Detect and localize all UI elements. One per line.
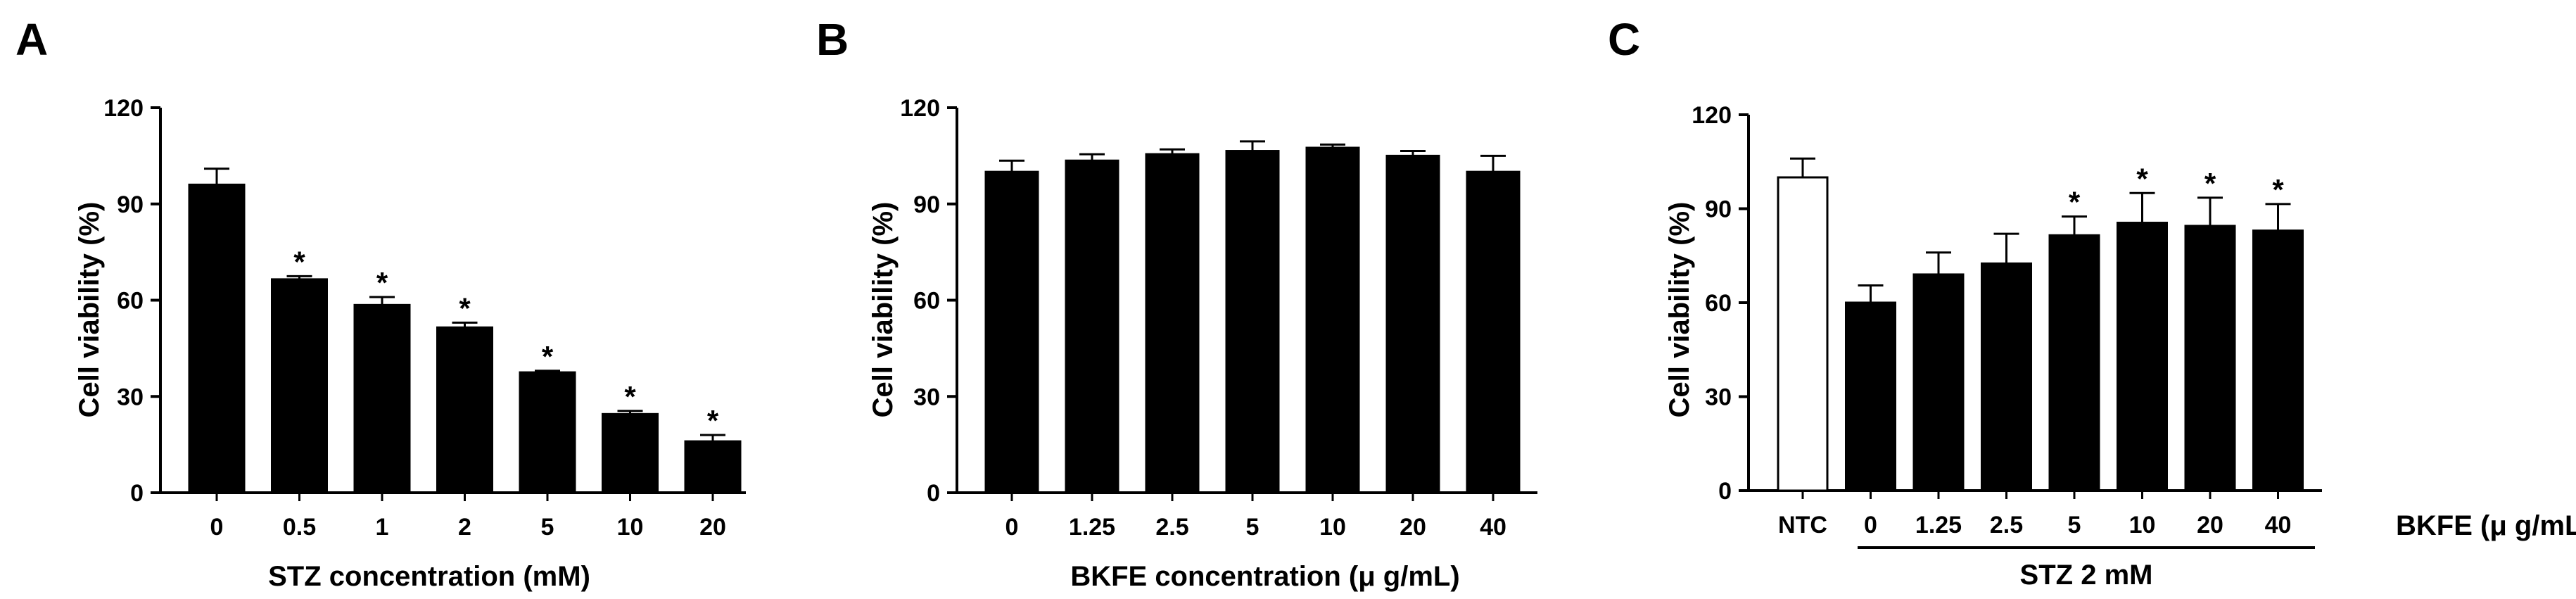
x-tick-label-c: 0 (1864, 512, 1877, 538)
significance-star-a: * (376, 266, 388, 299)
y-tick-label-a: 30 (117, 384, 144, 410)
x-tick-label-c: 20 (2197, 512, 2223, 538)
y-tick-label-c: 30 (1705, 384, 1732, 411)
x-tick-label-c: 40 (2265, 512, 2292, 538)
bar-a-3 (436, 326, 493, 494)
bar-c-7 (2252, 229, 2304, 492)
y-axis-label-a: Cell viability (%) (74, 202, 105, 418)
x-tick-label-b: 0 (1005, 514, 1019, 541)
x-tick-label-c: 2.5 (1990, 512, 2023, 538)
y-tick-label-b: 30 (913, 384, 940, 410)
x-tick-label-a: 0.5 (283, 514, 316, 541)
bar-a-4 (519, 371, 576, 494)
x-tick-label-b: 10 (1319, 514, 1346, 541)
x-tick-label-a: 1 (376, 514, 389, 541)
panel-letter-b: B (816, 14, 849, 65)
x-tick-label-b: 1.25 (1069, 514, 1115, 541)
x-tick-label-b: 2.5 (1155, 514, 1188, 541)
bar-c-4 (2048, 234, 2100, 492)
bar-b-2 (1145, 153, 1200, 494)
y-tick-label-c: 60 (1705, 290, 1732, 317)
y-tick-label-a: 120 (103, 95, 144, 122)
x-axis-label-a: STZ concentration (mM) (268, 561, 590, 592)
bar-c-0 (1777, 176, 1829, 492)
panel-letter-c: C (1608, 14, 1640, 65)
significance-star-a: * (624, 380, 636, 413)
bar-b-4 (1305, 146, 1360, 494)
bar-a-0 (188, 183, 246, 494)
bar-b-0 (984, 170, 1039, 494)
bar-a-2 (353, 303, 411, 494)
significance-star-c: * (2204, 167, 2216, 200)
bar-c-2 (1912, 273, 1965, 492)
significance-star-a: * (293, 245, 305, 278)
significance-star-c: * (2272, 173, 2284, 206)
y-tick-label-b: 120 (900, 95, 940, 122)
panel-b: B Cell viability (%) BKFE concentration … (816, 14, 1537, 592)
bar-c-3 (1981, 262, 2032, 492)
x-tick-label-a: 0 (210, 514, 224, 541)
significance-star-c: * (2069, 186, 2081, 219)
x-axis-label-b: BKFE concentration (μ g/mL) (1070, 561, 1459, 592)
x-tick-label-a: 2 (458, 514, 471, 541)
x-tick-label-b: 40 (1480, 514, 1506, 541)
bar-b-3 (1225, 150, 1280, 494)
x-tick-label-b: 20 (1400, 514, 1426, 541)
x-tick-label-c: 1.25 (1915, 512, 1962, 538)
bar-b-1 (1065, 159, 1119, 494)
x-tick-label-b: 5 (1246, 514, 1260, 541)
x-tick-label-a: 10 (617, 514, 644, 541)
y-tick-label-b: 0 (927, 480, 940, 507)
bar-c-5 (2117, 222, 2168, 492)
y-tick-label-a: 90 (117, 191, 144, 218)
x-tick-label-a: 20 (699, 514, 726, 541)
x-tick-label-c: 5 (2068, 512, 2081, 538)
x-tick-label-c: 10 (2129, 512, 2156, 538)
panel-c: C Cell viability (%) BKFE (μ g/mL) STZ 2… (1608, 14, 2576, 591)
bar-a-1 (271, 278, 328, 494)
x-tick-label-c: NTC (1778, 512, 1827, 538)
y-tick-label-a: 60 (117, 288, 144, 315)
group-label-stz: STZ 2 mM (2020, 560, 2153, 591)
significance-star-a: * (542, 340, 554, 373)
y-tick-label-c: 0 (1718, 478, 1732, 505)
x-axis-label-c: BKFE (μ g/mL) (2396, 510, 2576, 541)
bar-c-1 (1845, 301, 1896, 492)
y-tick-label-a: 0 (130, 480, 144, 507)
y-tick-label-b: 90 (913, 191, 940, 218)
y-axis-label-c: Cell viability (%) (1664, 202, 1695, 418)
y-tick-label-c: 120 (1692, 102, 1732, 129)
panel-a: A Cell viability (%) STZ concentration (… (15, 14, 746, 592)
bar-a-6 (684, 440, 742, 494)
bar-b-5 (1385, 154, 1440, 494)
y-tick-label-b: 60 (913, 288, 940, 315)
bar-b-6 (1466, 170, 1521, 494)
bar-a-5 (602, 412, 659, 494)
significance-star-a: * (459, 291, 471, 324)
significance-star-c: * (2136, 162, 2148, 195)
panel-letter-a: A (15, 14, 48, 65)
bar-c-6 (2184, 225, 2236, 492)
x-tick-label-a: 5 (541, 514, 554, 541)
significance-star-a: * (707, 404, 719, 437)
y-tick-label-c: 90 (1705, 196, 1732, 223)
y-axis-label-b: Cell viability (%) (868, 202, 899, 418)
